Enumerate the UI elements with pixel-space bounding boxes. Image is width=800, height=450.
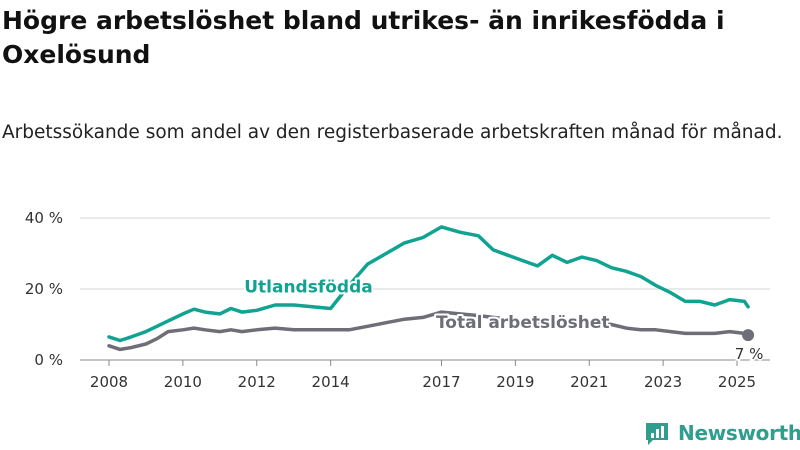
series-line-utlandsfodda [107,225,750,343]
brand-name: Newsworthy [678,421,800,445]
end-point-marker [742,329,755,342]
x-tick-label: 2010 [164,373,202,391]
y-tick-label: 0 % [34,351,63,369]
end-value-label: 7 % [735,345,764,363]
x-tick-label: 2025 [718,373,756,391]
x-tick-label: 2021 [570,373,608,391]
newsworthy-logo-icon [646,423,668,445]
y-tick-label: 20 % [25,280,63,298]
x-tick-label: 2023 [644,373,682,391]
x-tick-label: 2019 [496,373,534,391]
x-tick-label: 2014 [312,373,350,391]
series-label-total: Total arbetslöshet [436,313,610,333]
series-label-utlandsfodda: Utlandsfödda [244,278,373,298]
brand-logo: Newsworthy [644,418,800,448]
series-line-total [107,310,750,352]
chart-title: Högre arbetslöshet bland utrikes- än inr… [2,6,725,69]
x-tick-label: 2017 [422,373,460,391]
x-tick-label: 2008 [90,373,128,391]
chart-subtitle: Arbetssökande som andel av den registerb… [2,122,783,143]
x-tick-label: 2012 [238,373,276,391]
y-tick-label: 40 % [25,209,63,227]
